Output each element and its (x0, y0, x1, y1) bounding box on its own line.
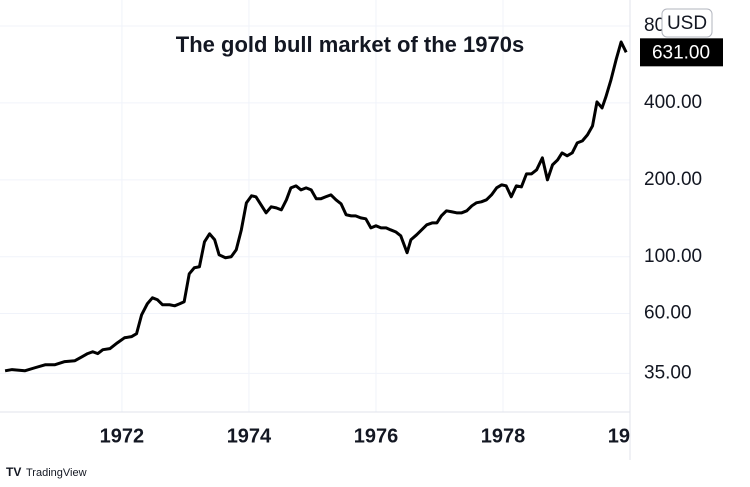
price-line (4, 40, 628, 373)
last-price-box (640, 38, 723, 67)
x-tick-label: 1972 (100, 425, 145, 447)
currency-badge-box (661, 8, 713, 38)
y-tick-label: 100.00 (644, 246, 702, 267)
logo-mark: TV (6, 465, 21, 479)
y-tick-label: 200.00 (644, 169, 702, 190)
last-price-label: 631.00 (652, 42, 710, 63)
footer-logo: TV TradingView (6, 465, 87, 479)
y-tick-label: 400.00 (644, 92, 702, 113)
x-tick-label: 1974 (227, 425, 272, 447)
currency-badge: USD (661, 8, 713, 38)
x-tick-label: 1980 (608, 425, 653, 447)
x-tick-label: 1978 (481, 425, 526, 447)
x-tick-label: 1976 (354, 425, 399, 447)
last-price-tag: 631.00 (640, 38, 723, 67)
x-labels: 1972 1974 1976 1978 1980 (100, 425, 653, 447)
footer-text: TradingView (26, 467, 87, 479)
currency-label: USD (667, 13, 707, 34)
y-tick-label: 60.00 (644, 303, 692, 324)
plot-area (4, 40, 628, 373)
chart-title: The gold bull market of the 1970s (176, 32, 524, 57)
y-tick-label: 35.00 (644, 362, 692, 383)
grid (0, 0, 631, 412)
